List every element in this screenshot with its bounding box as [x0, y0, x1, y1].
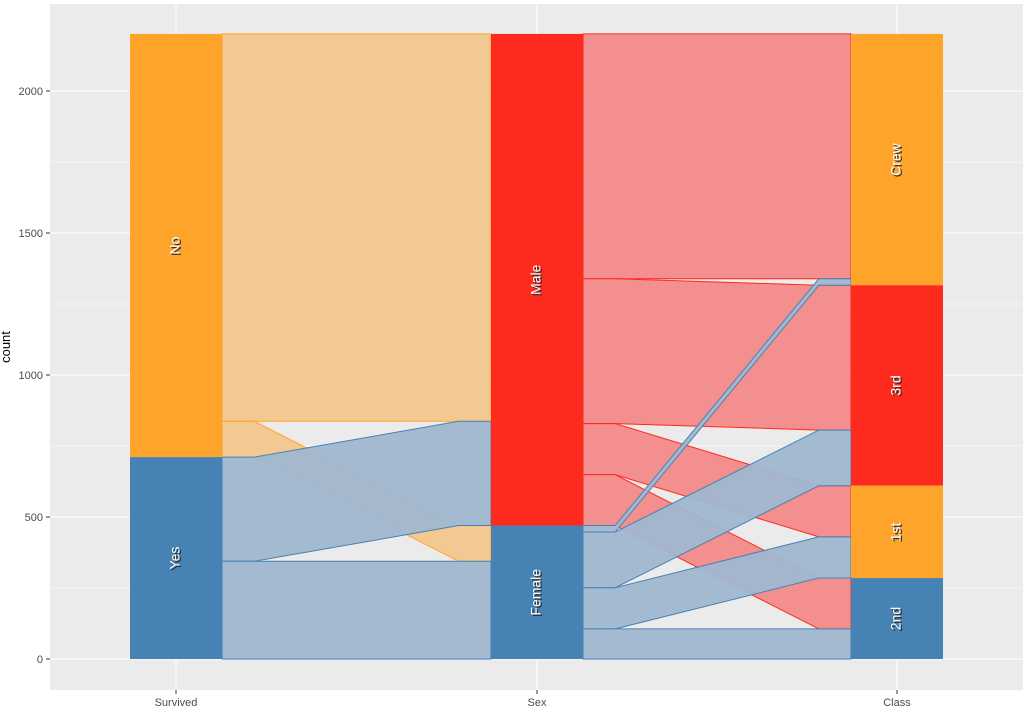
flow-male-crew: [582, 33, 852, 280]
x-axis: Survived Sex Class: [155, 690, 911, 709]
stratum-class-crew: [851, 33, 943, 286]
stratum-class-3rd: [851, 285, 943, 486]
y-tick-label: 0: [37, 654, 43, 666]
y-tick-label: 2000: [19, 86, 43, 98]
y-axis: 0 500 1000 1500 2000: [19, 86, 50, 666]
stratum-label-shadow: Crew: [889, 144, 905, 178]
stratum-sex-male: [491, 33, 583, 526]
stratum-label-shadow: 2nd: [889, 608, 905, 631]
stratum-label: Yes: [167, 547, 183, 570]
y-tick-label: 1500: [19, 228, 43, 240]
y-tick-label: 1000: [19, 370, 43, 382]
strata: [130, 33, 943, 659]
stratum-label-shadow: No: [168, 238, 184, 256]
y-axis-title: count: [0, 331, 13, 363]
flow-yes-female: [221, 560, 492, 660]
stratum-sex-female: [491, 525, 583, 659]
flow-no-male: [221, 33, 492, 422]
flow-female-2nd: [582, 628, 852, 660]
stratum-label: 2nd: [888, 607, 904, 630]
stratum-survived-no: [130, 33, 222, 458]
stratum-label-shadow: Yes: [168, 548, 184, 571]
stratum-class-2nd: [851, 578, 943, 659]
stratum-label: Male: [528, 264, 544, 295]
stratum-label-shadow: Female: [529, 570, 545, 617]
stratum-label: 3rd: [888, 375, 904, 395]
stratum-label-shadow: Male: [529, 266, 545, 297]
stratum-label: Female: [528, 569, 544, 616]
stratum-label: Crew: [888, 142, 904, 176]
stratum-label: 1st: [888, 522, 904, 541]
stratum-label-shadow: 3rd: [889, 377, 905, 397]
stratum-class-1st: [851, 485, 943, 579]
stratum-label-shadow: 1st: [889, 524, 905, 543]
x-tick-label: Sex: [528, 697, 547, 709]
stratum-label: No: [167, 236, 183, 254]
x-tick-label: Survived: [155, 697, 198, 709]
stratum-labels: NoNoYesYesMaleMaleFemaleFemaleCrewCrew3r…: [167, 142, 906, 631]
flows: [221, 33, 852, 660]
stratum-survived-yes: [130, 457, 222, 659]
x-tick-label: Class: [883, 697, 911, 709]
y-tick-label: 500: [25, 512, 43, 524]
